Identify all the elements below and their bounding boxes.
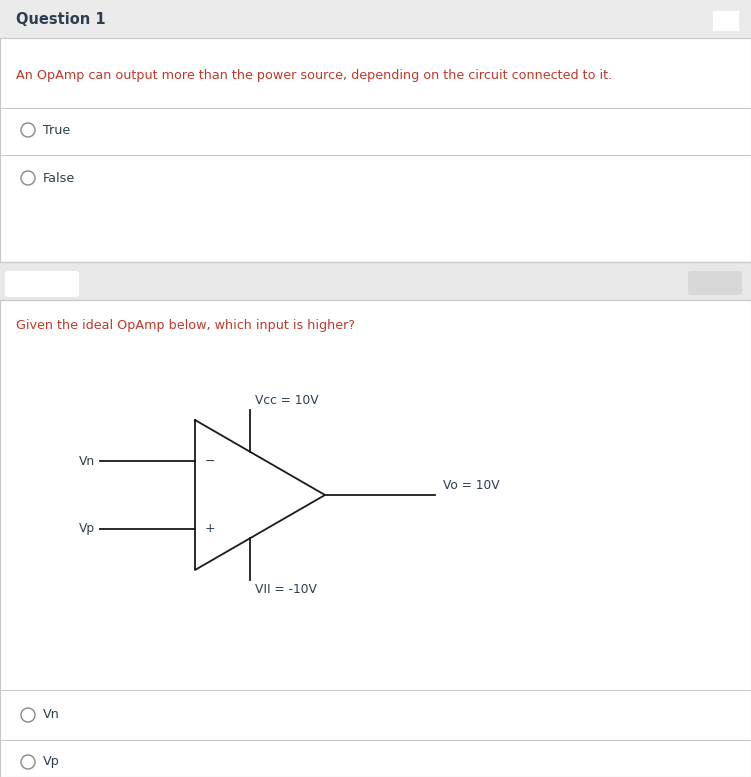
FancyBboxPatch shape (5, 271, 79, 297)
Bar (0, 262, 751, 300)
Text: Vo = 10V: Vo = 10V (443, 479, 499, 492)
Bar (0, 300, 751, 777)
Text: Vn: Vn (43, 709, 60, 722)
Bar (713, 11, 739, 31)
Bar (0, 38, 751, 262)
Text: +: + (205, 522, 216, 535)
Bar (0, 0, 751, 38)
Text: An OpAmp can output more than the power source, depending on the circuit connect: An OpAmp can output more than the power … (16, 68, 612, 82)
Text: True: True (43, 124, 71, 137)
Text: Given the ideal OpAmp below, which input is higher?: Given the ideal OpAmp below, which input… (16, 319, 355, 332)
Text: VII = -10V: VII = -10V (255, 584, 317, 596)
FancyBboxPatch shape (688, 271, 742, 295)
Text: −: − (205, 455, 216, 468)
Text: Vp: Vp (79, 522, 95, 535)
Text: Vcc = 10V: Vcc = 10V (255, 394, 318, 406)
Text: Question 1: Question 1 (16, 12, 106, 26)
Text: Vp: Vp (43, 755, 60, 768)
Text: Vn: Vn (79, 455, 95, 468)
Text: False: False (43, 172, 75, 184)
